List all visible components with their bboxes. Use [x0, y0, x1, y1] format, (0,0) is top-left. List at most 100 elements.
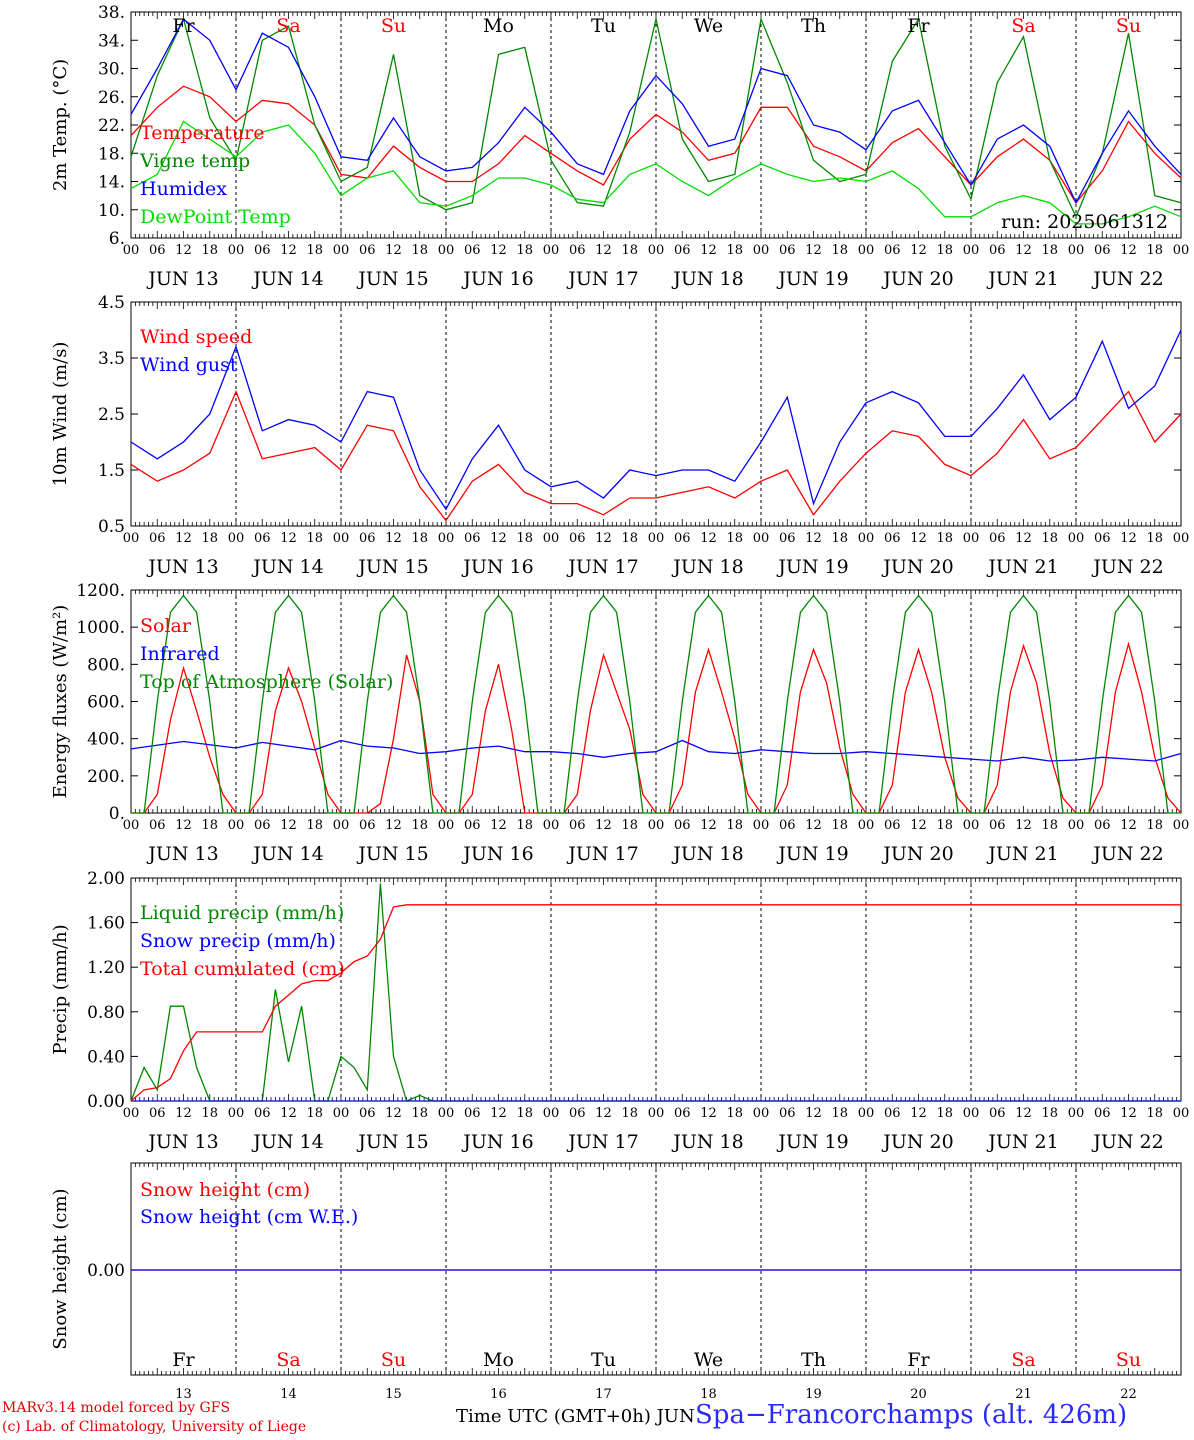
hour-tick-label: 06 — [884, 243, 901, 258]
hour-tick-label: 12 — [1015, 531, 1032, 546]
hour-tick-label: 00 — [858, 1106, 875, 1121]
legend-snow-height-cm-: Snow height (cm) — [140, 1179, 310, 1201]
hour-tick-label: 18 — [831, 818, 848, 833]
hour-tick-label: 00 — [333, 1106, 350, 1121]
hour-tick-label: 18 — [411, 243, 428, 258]
hour-tick-label: 18 — [306, 1106, 323, 1121]
y-axis-label: Precip (mm/h) — [50, 924, 71, 1054]
x-axis-title: Time UTC (GMT+0h) JUN — [456, 1406, 695, 1427]
hour-tick-label: 12 — [175, 243, 192, 258]
hour-tick-label: 00 — [858, 818, 875, 833]
hour-tick-label: 12 — [595, 243, 612, 258]
weekday-label: Tu — [591, 15, 616, 37]
date-label: JUN 14 — [251, 1131, 323, 1153]
hour-tick-label: 12 — [595, 818, 612, 833]
hour-tick-label: 00 — [963, 243, 980, 258]
date-label: JUN 18 — [671, 843, 743, 865]
hour-tick-label: 00 — [1068, 818, 1085, 833]
hour-tick-label: 06 — [464, 1106, 481, 1121]
hour-tick-label: 06 — [1094, 1106, 1111, 1121]
hour-tick-label: 06 — [359, 531, 376, 546]
hour-tick-label: 18 — [1146, 531, 1163, 546]
y-tick-label: 0.80 — [87, 1003, 125, 1023]
weekday-label: Sa — [1011, 15, 1035, 37]
day-number-label: 18 — [700, 1387, 717, 1402]
date-label: JUN 17 — [566, 843, 638, 865]
y-tick-label: 34. — [98, 31, 125, 51]
weekday-label: Sa — [276, 15, 300, 37]
hour-tick-label: 12 — [490, 531, 507, 546]
weekday-label: Su — [381, 15, 406, 37]
y-tick-label: 800. — [87, 655, 125, 675]
panel-5 — [130, 1162, 1182, 1376]
hour-tick-label: 06 — [569, 818, 586, 833]
panel-4 — [130, 877, 1182, 1102]
hour-tick-label: 06 — [569, 531, 586, 546]
hour-tick-label: 00 — [438, 1106, 455, 1121]
run-label: run: 2025061312 — [1001, 211, 1168, 233]
series-line-total-cumulated-cm- — [130, 904, 1181, 1102]
y-axis-label: 10m Wind (m/s) — [50, 342, 71, 487]
hour-tick-label: 06 — [884, 1106, 901, 1121]
y-tick-label: 200. — [87, 767, 125, 787]
hour-tick-label: 12 — [385, 243, 402, 258]
date-label: JUN 21 — [986, 556, 1058, 578]
hour-tick-label: 18 — [726, 243, 743, 258]
hour-tick-label: 18 — [831, 531, 848, 546]
hour-tick-label: 00 — [1173, 531, 1190, 546]
hour-tick-label: 12 — [1120, 531, 1137, 546]
y-tick-label: 4.5 — [98, 293, 125, 313]
hour-tick-label: 18 — [516, 243, 533, 258]
hour-tick-label: 06 — [779, 818, 796, 833]
hour-tick-label: 06 — [149, 1106, 166, 1121]
hour-tick-label: 00 — [753, 1106, 770, 1121]
date-label: JUN 18 — [671, 1131, 743, 1153]
hour-tick-label: 06 — [779, 1106, 796, 1121]
hour-tick-label: 18 — [1146, 818, 1163, 833]
day-number-label: 20 — [910, 1387, 927, 1402]
weekday-label: Fr — [907, 1349, 930, 1371]
date-label: JUN 13 — [146, 556, 218, 578]
hour-tick-label: 00 — [858, 243, 875, 258]
legend-snow-precip-mm-h-: Snow precip (mm/h) — [140, 930, 336, 952]
hour-tick-label: 12 — [1120, 1106, 1137, 1121]
hour-tick-label: 18 — [621, 818, 638, 833]
hour-tick-label: 06 — [464, 243, 481, 258]
hour-tick-label: 12 — [385, 1106, 402, 1121]
hour-tick-label: 18 — [831, 243, 848, 258]
date-label: JUN 20 — [881, 556, 953, 578]
hour-tick-label: 12 — [910, 818, 927, 833]
hour-tick-label: 12 — [175, 531, 192, 546]
hour-tick-label: 18 — [1041, 1106, 1058, 1121]
hour-tick-label: 12 — [700, 531, 717, 546]
date-label: JUN 16 — [461, 556, 533, 578]
hour-tick-label: 12 — [805, 531, 822, 546]
hour-tick-label: 00 — [438, 243, 455, 258]
hour-tick-label: 12 — [1120, 818, 1137, 833]
hour-tick-label: 18 — [726, 818, 743, 833]
weekday-label: Tu — [591, 1349, 616, 1371]
hour-tick-label: 12 — [490, 818, 507, 833]
hour-tick-label: 06 — [989, 818, 1006, 833]
hour-tick-label: 12 — [805, 818, 822, 833]
y-tick-label: 1.60 — [87, 914, 125, 934]
hour-tick-label: 00 — [333, 531, 350, 546]
date-label: JUN 15 — [356, 268, 428, 290]
hour-tick-label: 00 — [1173, 243, 1190, 258]
date-label: JUN 22 — [1091, 268, 1163, 290]
hour-tick-label: 00 — [438, 818, 455, 833]
hour-tick-label: 18 — [1041, 818, 1058, 833]
hour-tick-label: 00 — [1068, 1106, 1085, 1121]
date-label: JUN 16 — [461, 268, 533, 290]
hour-tick-label: 00 — [648, 243, 665, 258]
weekday-label: Su — [1116, 1349, 1141, 1371]
hour-tick-label: 18 — [516, 818, 533, 833]
hour-tick-label: 00 — [753, 243, 770, 258]
weekday-label: Fr — [907, 15, 930, 37]
model-credit: MARv3.14 model forced by GFS — [2, 1400, 231, 1416]
y-tick-label: 600. — [87, 693, 125, 713]
y-tick-label: 0.00 — [87, 1092, 125, 1112]
hour-tick-label: 12 — [280, 1106, 297, 1121]
series-line-wind-gust — [130, 329, 1182, 511]
day-number-label: 15 — [385, 1387, 402, 1402]
